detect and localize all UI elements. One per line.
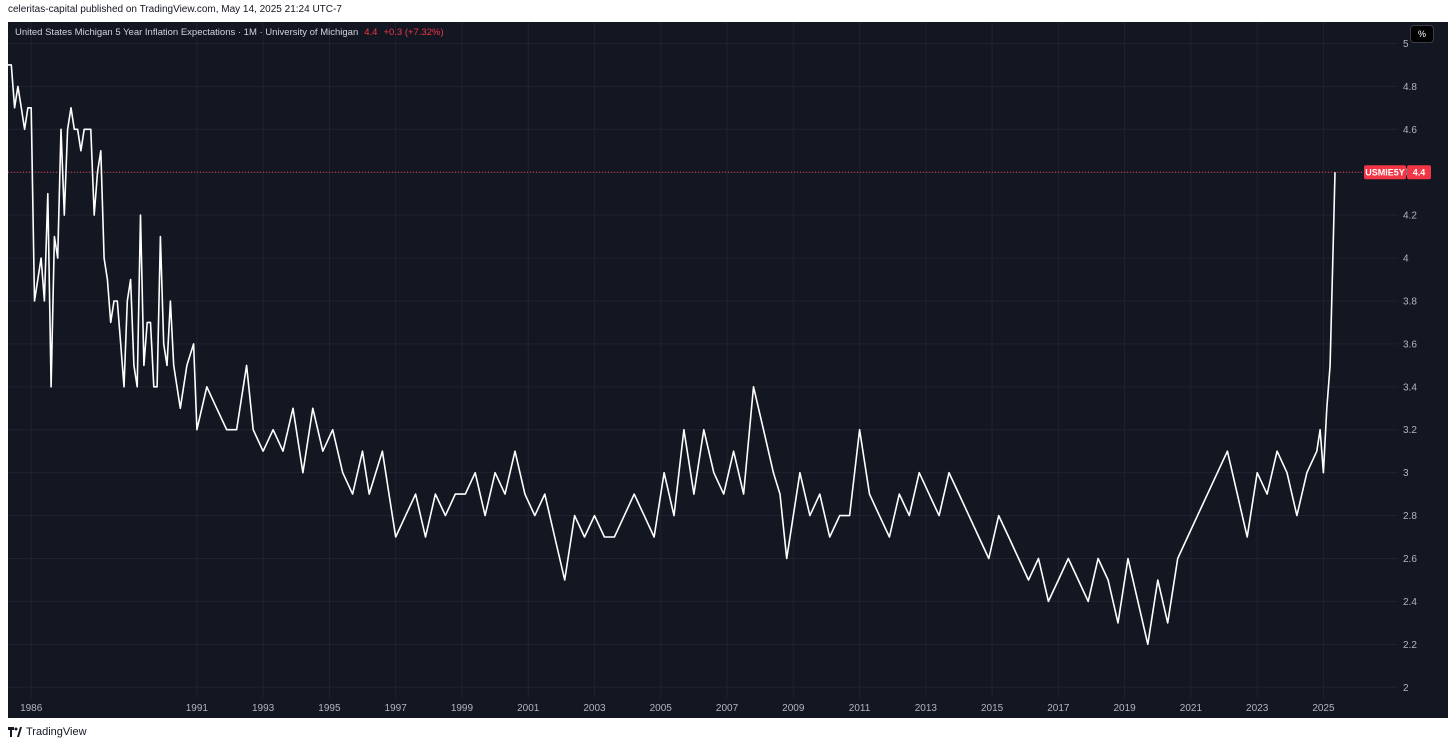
legend-change: +0.3 (+7.32%) (383, 27, 444, 38)
y-tick-label: 4 (1403, 254, 1409, 265)
chart-area[interactable]: 2 2.2 2.4 2.6 2.8 3 3.2 3.4 3.6 3.8 4 4.2 4.4 4.6 4.8 5… (8, 22, 1448, 718)
y-tick-label: 3.6 (1403, 339, 1417, 350)
plot-background (8, 22, 1448, 718)
x-tick-label: 2025 (1312, 703, 1335, 714)
x-tick-label: 1995 (318, 703, 341, 714)
series-line-usmie5y (8, 64, 1336, 646)
y-tick-label: 4.8 (1403, 82, 1417, 93)
y-tick-label: 3.2 (1403, 425, 1417, 436)
y-tick-label: 5 (1403, 39, 1409, 50)
x-tick-label: 2001 (517, 703, 540, 714)
footer-brand-label: TradingView (26, 726, 87, 738)
y-tick-label: 4.2 (1403, 211, 1417, 222)
x-tick-label: 2009 (782, 703, 805, 714)
y-tick-label: 4.6 (1403, 125, 1417, 136)
x-tick-label: 2011 (849, 703, 871, 714)
y-tick-label: 3 (1403, 468, 1409, 479)
last-value-tag-label: 4.4 (1413, 168, 1426, 178)
legend-value: 4.4 (364, 27, 378, 38)
y-tick-label: 2 (1403, 683, 1409, 694)
x-tick-label: 1991 (186, 703, 209, 714)
publish-info: celeritas-capital published on TradingVi… (8, 4, 342, 15)
x-tick-label: 2007 (716, 703, 739, 714)
x-tick-label: 2021 (1180, 703, 1203, 714)
last-value-tag (1407, 165, 1431, 180)
y-tick-label: 2.4 (1403, 597, 1417, 608)
y-tick-label: 3.8 (1403, 296, 1417, 307)
x-tick-label: 2013 (915, 703, 938, 714)
x-tick-label: 2023 (1246, 703, 1269, 714)
x-tick-label: 1999 (451, 703, 474, 714)
chart-svg: 2 2.2 2.4 2.6 2.8 3 3.2 3.4 3.6 3.8 4 4.2 4.4 4.6 4.8 5… (8, 22, 1448, 718)
chart-legend: United States Michigan 5 Year Inflation … (15, 27, 444, 38)
x-tick-label: 2005 (650, 703, 673, 714)
legend-title: United States Michigan 5 Year Inflation … (15, 27, 359, 38)
x-tick-label: 2003 (583, 703, 606, 714)
y-tick-label: 2.6 (1403, 554, 1417, 565)
x-tick-label: 1986 (20, 703, 43, 714)
y-tick-label: 3.4 (1403, 382, 1417, 393)
x-tick-label: 1997 (385, 703, 408, 714)
tradingview-logo-icon (8, 727, 22, 737)
x-tick-label: 2017 (1047, 703, 1070, 714)
series-name-tag (1364, 165, 1406, 180)
x-tick-label: 2019 (1114, 703, 1137, 714)
unit-badge[interactable]: % (1410, 25, 1434, 43)
x-tick-label: 2015 (981, 703, 1004, 714)
y-tick-label: 2.2 (1403, 640, 1417, 651)
series-name-tag-label: USMIE5Y (1365, 168, 1405, 178)
y-tick-label: 2.8 (1403, 511, 1417, 522)
x-tick-label: 1993 (252, 703, 275, 714)
footer-brand: TradingView (8, 726, 87, 738)
